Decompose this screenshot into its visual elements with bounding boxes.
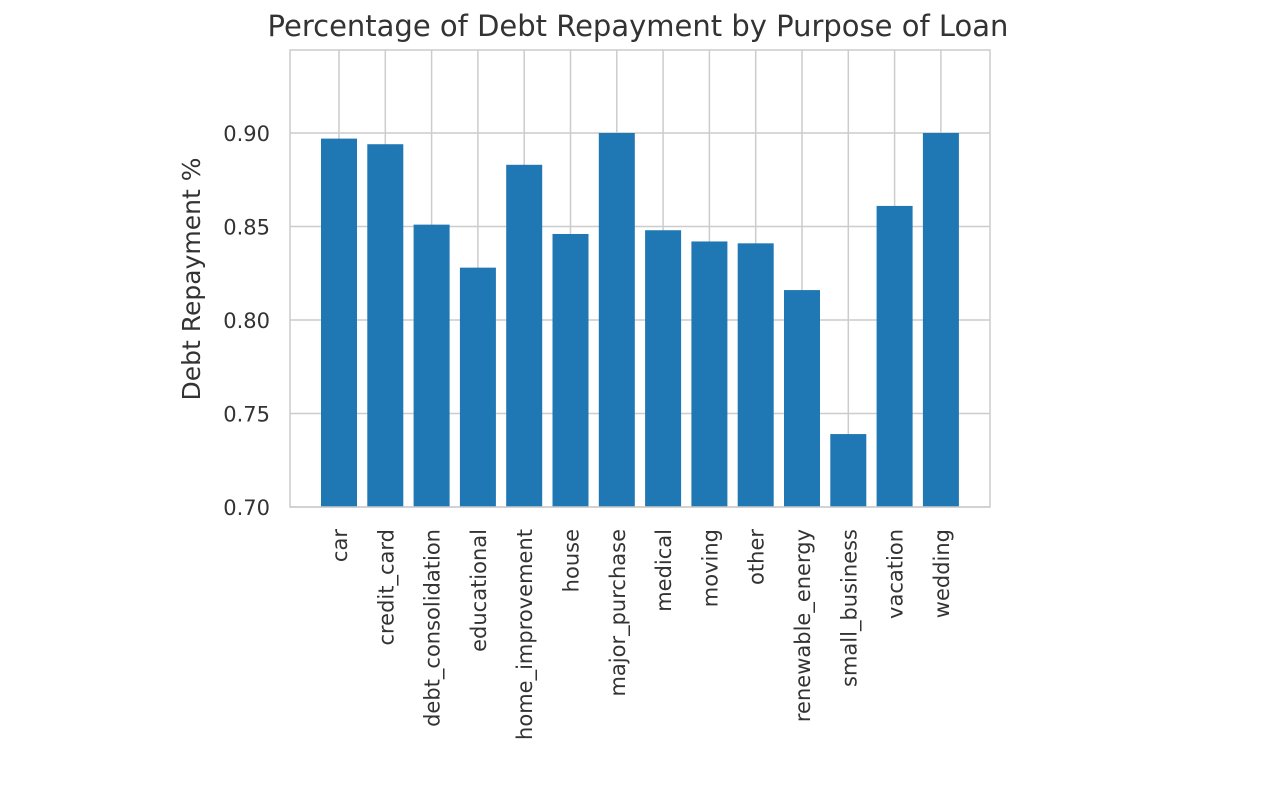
bar-educational — [459, 267, 496, 507]
bar-moving — [691, 241, 728, 507]
x-tick-labels: car credit_card debt_consolidation educatio… — [328, 529, 954, 740]
plot-frame — [289, 49, 991, 508]
bar-wedding — [922, 133, 959, 507]
bar-credit-card — [367, 144, 404, 507]
x-tick-label: vacation — [884, 529, 908, 619]
y-tick-label: 0.70 — [223, 496, 270, 520]
x-tick-label: major_purchase — [606, 529, 631, 697]
x-tick-label: moving — [698, 529, 722, 607]
x-tick-label: home_improvement — [513, 529, 538, 740]
bar-car — [321, 138, 357, 508]
y-tick-label: 0.85 — [223, 216, 270, 240]
y-tick-label: 0.80 — [223, 309, 270, 333]
x-tick-label: small_business — [837, 529, 862, 687]
bar-medical — [645, 230, 682, 508]
bar-renewable-energy — [784, 290, 820, 507]
chart-title: Percentage of Debt Repayment by Purpose … — [268, 9, 1009, 43]
bar-major-purchase — [598, 133, 635, 507]
x-tick-label: credit_card — [374, 529, 399, 646]
y-tick-label: 0.75 — [223, 403, 270, 427]
x-tick-label: wedding — [930, 529, 954, 618]
x-tick-label: other — [745, 529, 769, 585]
x-tick-label: house — [560, 529, 584, 592]
bar-home-improvement — [506, 164, 543, 508]
y-axis-label: Debt Repayment % — [177, 158, 206, 401]
bar-debt-consolidation — [413, 224, 450, 507]
bar-other — [737, 243, 774, 507]
x-tick-label: car — [328, 529, 352, 562]
x-tick-label: debt_consolidation — [421, 529, 446, 727]
bar-house — [552, 233, 589, 508]
y-tick-label: 0.90 — [223, 122, 270, 146]
bar-vacation — [876, 205, 913, 507]
y-tick-labels: 0.70 0.75 0.80 0.85 0.90 — [223, 122, 270, 520]
bars — [321, 133, 959, 508]
x-tick-label: medical — [652, 529, 676, 612]
x-tick-label: renewable_energy — [791, 529, 816, 722]
bar-small-business — [830, 434, 867, 507]
x-tick-label: educational — [467, 529, 491, 652]
